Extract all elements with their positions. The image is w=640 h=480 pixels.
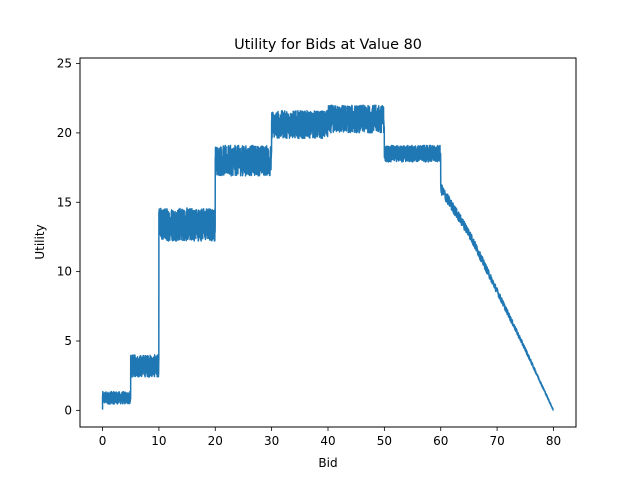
x-tick-label: 30 (264, 434, 279, 448)
x-tick-label: 70 (489, 434, 504, 448)
y-axis: 0 5 10 15 20 25 (57, 57, 80, 417)
y-tick-label: 0 (64, 403, 72, 417)
x-tick-label: 60 (433, 434, 448, 448)
series-line (101, 104, 555, 412)
x-tick-label: 80 (546, 434, 561, 448)
x-tick-label: 50 (377, 434, 392, 448)
y-tick-label: 20 (57, 126, 72, 140)
x-axis-label: Bid (318, 456, 337, 470)
y-tick-label: 10 (57, 265, 72, 279)
x-tick-label: 0 (99, 434, 107, 448)
y-tick-label: 15 (57, 195, 72, 209)
x-tick-label: 40 (320, 434, 335, 448)
chart-title: Utility for Bids at Value 80 (234, 37, 422, 53)
x-axis: 0 10 20 30 40 50 60 70 80 (99, 427, 561, 448)
y-tick-label: 5 (64, 334, 72, 348)
x-tick-label: 10 (151, 434, 166, 448)
y-tick-label: 25 (57, 57, 72, 71)
y-axis-label: Utility (33, 224, 47, 259)
series-group (101, 104, 555, 412)
x-tick-label: 20 (208, 434, 223, 448)
